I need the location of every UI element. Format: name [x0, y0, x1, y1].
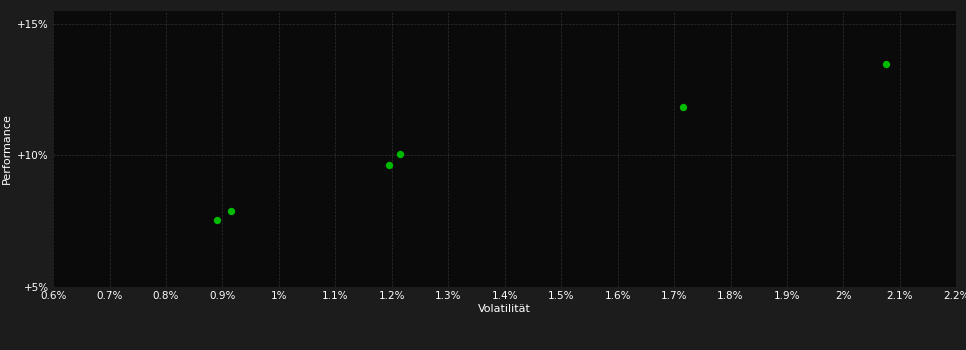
Point	[209, 217, 224, 223]
Point	[382, 162, 397, 167]
Y-axis label: Performance: Performance	[2, 113, 12, 184]
Point	[392, 151, 408, 157]
X-axis label: Volatilität: Volatilität	[478, 304, 531, 314]
Point	[878, 62, 894, 67]
Point	[223, 208, 239, 213]
Point	[675, 104, 691, 110]
